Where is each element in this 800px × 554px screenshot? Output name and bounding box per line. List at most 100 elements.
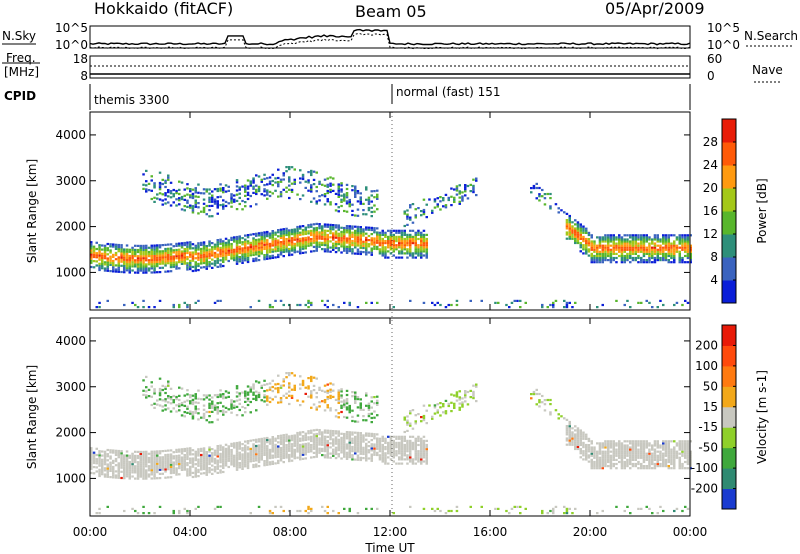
heatmap-cell (216, 453, 219, 456)
heatmap-cell (90, 463, 93, 466)
heatmap-cell (90, 467, 93, 470)
date-title: 05/Apr/2009 (605, 0, 705, 18)
heatmap-cell (106, 261, 109, 264)
heatmap-cell (197, 254, 200, 257)
heatmap-cell (662, 252, 665, 255)
heatmap-cell (134, 253, 137, 256)
heatmap-cell (345, 447, 349, 450)
heatmap-cell (571, 431, 574, 434)
heatmap-cell (420, 439, 423, 442)
heatmap-cell (282, 232, 285, 235)
heatmap-cell (626, 246, 629, 249)
heatmap-cell (436, 205, 439, 208)
heatmap-cell (571, 229, 574, 232)
heatmap-cell (285, 227, 288, 230)
heatmap-cell (323, 384, 327, 387)
heatmap-cell (326, 246, 329, 249)
heatmap-cell (194, 199, 197, 202)
heatmap-cell (629, 454, 632, 457)
heatmap-cell (191, 402, 195, 406)
heatmap-cell (95, 254, 98, 257)
heatmap-cell (304, 438, 307, 441)
heatmap-cell (422, 235, 426, 238)
heatmap-cell (381, 448, 384, 451)
cpid-label: CPID (4, 89, 36, 103)
heatmap-cell (101, 244, 104, 247)
heatmap-cell (310, 507, 313, 510)
heatmap-cell (530, 393, 533, 396)
heatmap-cell (277, 387, 280, 390)
heatmap-cell (312, 441, 316, 444)
heatmap-cell (123, 258, 126, 261)
heatmap-cell (612, 446, 615, 449)
heatmap-cell (216, 212, 219, 215)
heatmap-cell (593, 244, 596, 247)
heatmap-cell (601, 456, 604, 459)
heatmap-cell (260, 240, 263, 243)
heatmap-cell (629, 306, 632, 309)
heatmap-cell (164, 258, 167, 261)
heatmap-cell (117, 266, 120, 269)
heatmap-cell (216, 243, 219, 246)
heatmap-cell (156, 399, 159, 402)
heatmap-cell (398, 435, 401, 438)
heatmap-cell (321, 447, 324, 450)
y-tick-label: 2000 (55, 220, 86, 234)
heatmap-cell (205, 267, 208, 270)
heatmap-cell (238, 239, 241, 242)
heatmap-cell (274, 445, 277, 448)
heatmap-cell (615, 248, 618, 251)
heatmap-cell (288, 178, 291, 181)
heatmap-cell (235, 468, 239, 471)
heatmap-cell (299, 443, 302, 446)
heatmap-cell (139, 261, 142, 264)
heatmap-cell (631, 234, 635, 237)
heatmap-cell (222, 413, 225, 416)
heatmap-cell (158, 192, 162, 195)
heatmap-cell (640, 456, 643, 459)
heatmap-cell (351, 456, 354, 459)
heatmap-cell (420, 416, 423, 419)
heatmap-cell (403, 224, 406, 228)
heatmap-cell (565, 507, 569, 510)
heatmap-cell (384, 439, 387, 442)
heatmap-cell (172, 455, 175, 458)
heatmap-cell (598, 254, 602, 258)
heatmap-cell (98, 460, 101, 463)
heatmap-cell (213, 251, 217, 255)
heatmap-cell (337, 185, 340, 188)
heatmap-cell (180, 260, 184, 263)
heatmap-cell (167, 466, 170, 469)
heatmap-cell (378, 448, 382, 451)
heatmap-cell (307, 512, 310, 515)
heatmap-cell (139, 450, 142, 453)
heatmap-cell (631, 452, 635, 455)
heatmap-cell (651, 467, 654, 470)
heatmap-cell (120, 462, 123, 465)
heatmap-cell (659, 505, 662, 508)
heatmap-cell (601, 454, 604, 457)
heatmap-cell (598, 462, 602, 466)
heatmap-cell (120, 452, 123, 455)
heatmap-cell (620, 452, 624, 455)
heatmap-cell (128, 271, 131, 274)
heatmap-cell (290, 459, 294, 462)
heatmap-cell (667, 236, 670, 239)
heatmap-cell (607, 450, 610, 453)
heatmap-cell (689, 256, 692, 260)
heatmap-cell (400, 454, 404, 457)
heatmap-cell (164, 462, 167, 465)
heatmap-cell (565, 301, 569, 304)
heatmap-cell (590, 440, 593, 443)
heatmap-cell (191, 265, 195, 268)
heatmap-cell (640, 248, 643, 251)
heatmap-cell (612, 234, 615, 237)
heatmap-cell (233, 462, 236, 466)
heatmap-cell (145, 246, 148, 249)
heatmap-cell (367, 402, 371, 405)
heatmap-cell (343, 247, 346, 250)
heatmap-cell (277, 239, 280, 242)
heatmap-cell (178, 192, 181, 196)
heatmap-cell (348, 453, 351, 457)
heatmap-cell (136, 471, 140, 474)
